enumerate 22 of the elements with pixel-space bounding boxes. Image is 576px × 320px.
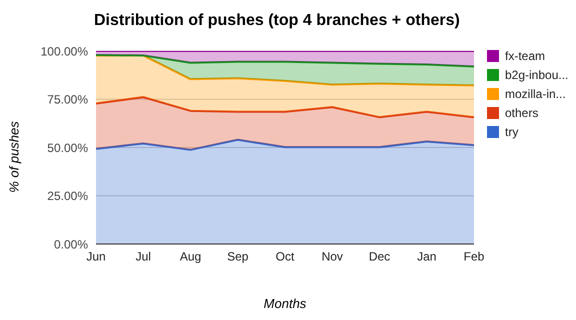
legend-label: fx-team [505, 48, 546, 62]
x-axis-title: Months [262, 296, 308, 311]
chart-title: Distribution of pushes (top 4 branches + others) [94, 12, 460, 30]
x-tick-label: Jul [136, 250, 151, 264]
x-tick-label: Oct [276, 250, 295, 264]
y-tick-label: 100.00% [40, 44, 88, 58]
legend-label: b2g-inbou... [505, 68, 568, 82]
y-tick-label: 25.00% [47, 189, 88, 204]
x-tick-label: Dec [368, 250, 390, 264]
x-tick-label: Aug [180, 250, 202, 264]
x-tick-label: Jan [417, 250, 436, 264]
y-axis-title: % of pushes [6, 121, 22, 193]
legend-label: try [505, 124, 518, 138]
x-tick-label: Jun [86, 250, 106, 264]
legend-label: others [505, 106, 538, 120]
y-tick-label: 75.00% [47, 92, 88, 107]
legend-label: mozilla-in... [505, 86, 566, 100]
x-tick-label: Feb [464, 250, 485, 264]
y-tick-label: 0.00% [54, 237, 88, 252]
x-tick-label: Nov [322, 250, 343, 264]
y-tick-label: 50.00% [47, 140, 88, 155]
x-tick-label: Sep [227, 250, 249, 264]
